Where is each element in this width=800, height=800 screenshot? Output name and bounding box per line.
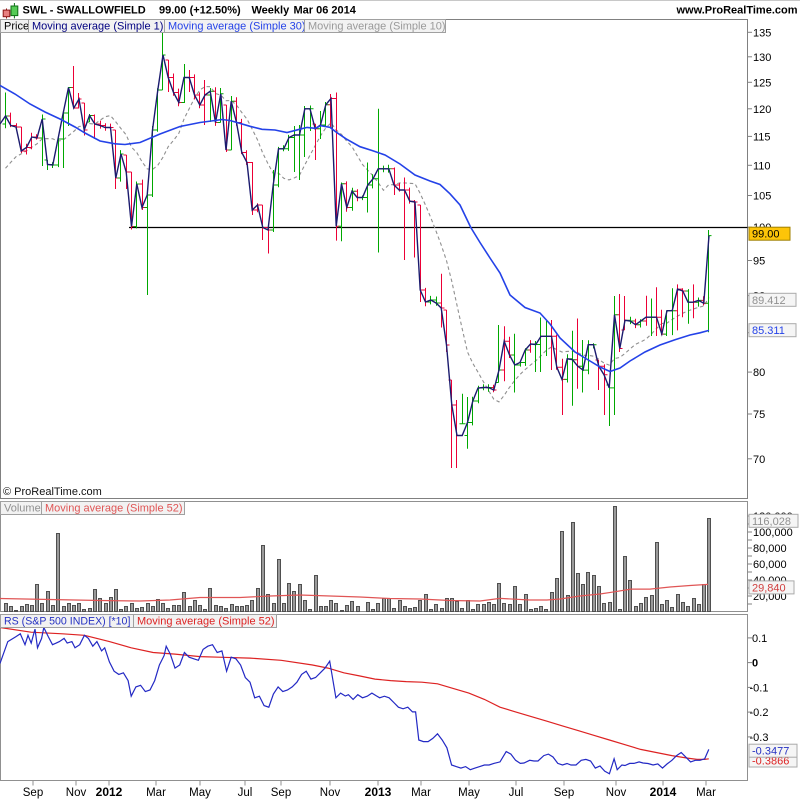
svg-text:115: 115 [753, 131, 771, 143]
svg-text:Nov: Nov [66, 787, 87, 799]
svg-text:Moving average (Simple 52): Moving average (Simple 52) [45, 503, 183, 515]
svg-text:-0.1: -0.1 [750, 682, 769, 694]
svg-text:2013: 2013 [365, 785, 392, 799]
svg-text:Volume: Volume [4, 503, 41, 515]
svg-text:75: 75 [753, 409, 765, 421]
svg-text:May: May [458, 787, 480, 799]
svg-text:Price: Price [4, 21, 29, 33]
svg-text:Jul: Jul [238, 787, 253, 799]
svg-text:100,000: 100,000 [753, 527, 793, 539]
svg-text:60,000: 60,000 [753, 559, 787, 571]
svg-text:85.311: 85.311 [752, 325, 785, 337]
svg-text:Jul: Jul [509, 787, 524, 799]
svg-text:Mar: Mar [411, 787, 431, 799]
svg-text:70: 70 [753, 454, 765, 466]
svg-text:80,000: 80,000 [753, 543, 787, 555]
svg-text:Mar: Mar [146, 787, 166, 799]
svg-text:-0.3: -0.3 [750, 732, 769, 744]
svg-text:0.1: 0.1 [752, 633, 767, 645]
svg-text:Nov: Nov [606, 787, 627, 799]
svg-text:Weekly: Weekly [252, 5, 291, 17]
svg-text:Mar: Mar [696, 787, 716, 799]
svg-text:125: 125 [753, 77, 771, 89]
svg-text:0: 0 [752, 658, 758, 670]
svg-text:105: 105 [753, 191, 771, 203]
svg-text:89.412: 89.412 [752, 295, 786, 307]
svg-text:-0.3866: -0.3866 [752, 756, 789, 768]
svg-text:Moving average (Simple 10): Moving average (Simple 10) [308, 21, 446, 33]
svg-text:95: 95 [753, 256, 765, 268]
svg-text:Sep: Sep [271, 787, 291, 799]
svg-text:80: 80 [753, 367, 765, 379]
svg-text:-0.2: -0.2 [750, 707, 769, 719]
svg-text:135: 135 [753, 27, 771, 39]
svg-text:www.ProRealTime.com: www.ProRealTime.com [675, 5, 797, 17]
svg-text:2012: 2012 [96, 785, 123, 799]
svg-text:120: 120 [753, 104, 771, 116]
svg-text:116,028: 116,028 [752, 516, 791, 528]
svg-text:Moving average (Simple 1): Moving average (Simple 1) [32, 21, 163, 33]
svg-text:99.00: 99.00 [752, 229, 780, 241]
svg-text:RS (S&P 500 INDEX) [*10]: RS (S&P 500 INDEX) [*10] [4, 616, 130, 628]
svg-text:© ProRealTime.com: © ProRealTime.com [3, 486, 102, 498]
svg-text:130: 130 [753, 52, 771, 64]
svg-text:SWL - SWALLOWFIELD: SWL - SWALLOWFIELD [23, 5, 146, 17]
svg-text:Mar 06 2014: Mar 06 2014 [294, 5, 357, 17]
svg-text:2014: 2014 [650, 785, 677, 799]
svg-text:-0.3477: -0.3477 [752, 746, 789, 758]
svg-text:110: 110 [753, 160, 771, 172]
svg-text:29,840: 29,840 [752, 582, 786, 594]
svg-text:Moving average (Simple 52): Moving average (Simple 52) [137, 616, 275, 628]
svg-text:Sep: Sep [23, 787, 43, 799]
svg-text:Sep: Sep [554, 787, 574, 799]
svg-text:Nov: Nov [320, 787, 341, 799]
svg-text:Moving average (Simple 30): Moving average (Simple 30) [168, 21, 306, 33]
svg-text:99.00 (+12.50%): 99.00 (+12.50%) [159, 5, 241, 17]
svg-text:May: May [189, 787, 211, 799]
